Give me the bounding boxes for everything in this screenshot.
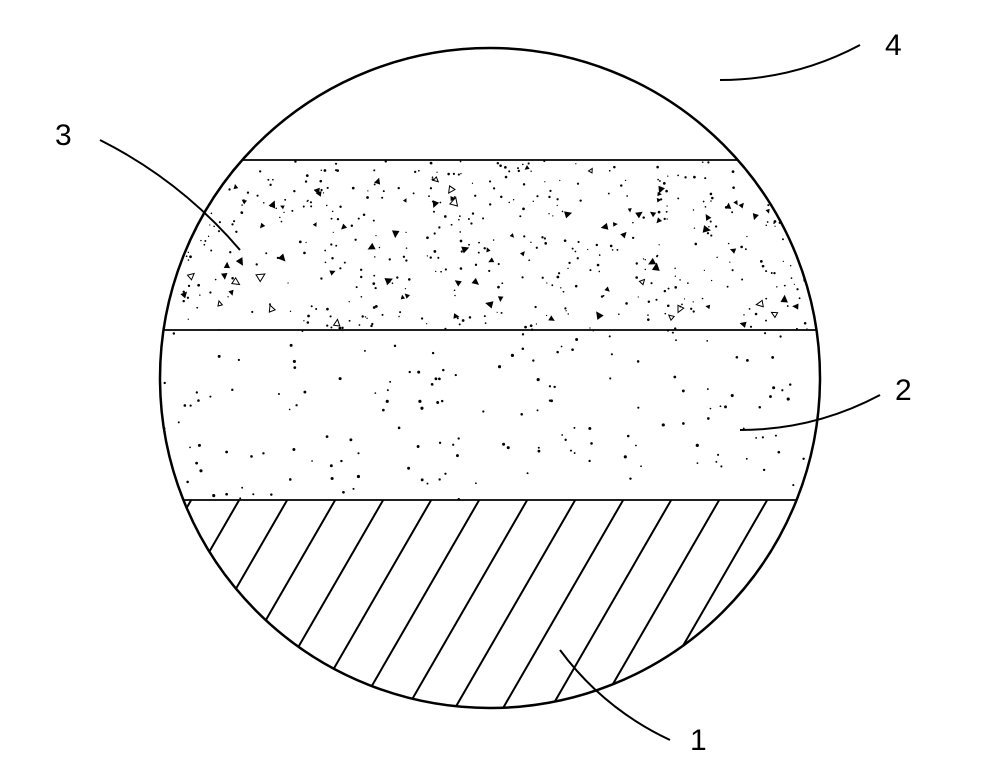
callout-label-2: 2 — [895, 374, 912, 407]
callout-label-3: 3 — [55, 119, 72, 152]
callout-label-4: 4 — [885, 29, 902, 62]
cross-section-diagram: 4 3 2 1 — [0, 0, 1000, 757]
callout-label-1: 1 — [690, 724, 707, 757]
